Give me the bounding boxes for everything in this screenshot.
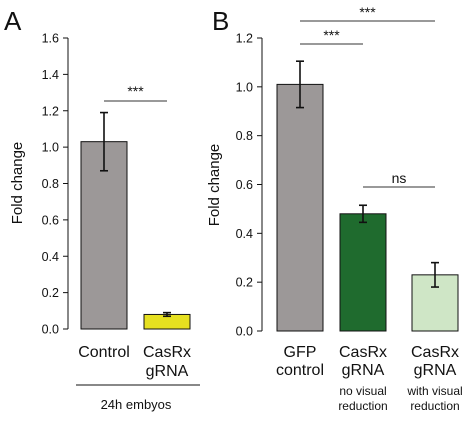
panel-a-y-axis-title: Fold change [9,142,26,225]
panel-a-ytick-label-0: 0.0 [42,323,59,337]
panel-a-ytick-label-8: 1.6 [42,32,59,46]
group-label: 24h embyos [101,397,172,412]
panel-b-bar-0 [276,83,324,332]
panel-b-category-label-1-0: CasRx [339,344,387,361]
panel-b-ytick-label-0: 0.0 [236,325,253,339]
panel-b-letter: B [212,6,229,36]
panel-b-ytick-label-1: 0.2 [236,276,253,290]
panel-a-bar-0 [80,141,128,330]
panel-b-category-sublabel-2-1: reduction [410,399,459,413]
panel-a-ytick-label-7: 1.4 [42,68,59,82]
panel-b-category-label-2-1: gRNA [414,362,457,379]
panel-b-category-sublabel-2-0: with visual [406,384,462,398]
panel-b-category-sublabel-1-1: reduction [338,399,387,413]
panel-b-significance-label-1: *** [359,4,376,20]
panel-a-significance-label-0: *** [127,83,144,99]
panel-b-ytick-label-3: 0.6 [236,178,253,192]
panel-b-ytick-label-2: 0.4 [236,227,253,241]
chart-a: 0.0 0.2 0.4 0.6 0.8 1.0 1.2 1.4 1.6 Fold change Co… [9,32,191,381]
panel-a-category-label-1-0: CasRx [143,344,191,361]
panel-a-ytick-label-4: 0.8 [42,177,59,191]
panel-a-ytick-label-5: 1.0 [42,141,59,155]
panel-a-ytick-label-3: 0.6 [42,213,59,227]
panel-b-bar-1 [339,213,387,332]
panel-a-letter: A [4,6,22,36]
panel-b-significance-label-0: *** [323,27,340,43]
panel-b-category-label-1-1: gRNA [342,362,385,379]
panel-b-category-sublabel-1-0: no visual [339,384,386,398]
panel-b-category-label-0-1: control [276,362,324,379]
panel-a-ytick-label-6: 1.2 [42,104,59,118]
panel-a-category-label-0-0: Control [78,344,130,361]
panel-a-ytick-label-1: 0.2 [42,286,59,300]
panel-b-ytick-label-5: 1.0 [236,80,253,94]
panel-a-ytick-label-2: 0.4 [42,250,59,264]
panel-a-category-label-1-1: gRNA [146,363,189,380]
panel-b-y-axis-title: Fold change [206,144,223,227]
panel-b-significance-label-2: ns [392,170,407,186]
panel-b-category-label-0-0: GFP [284,344,317,361]
panel-b-ytick-label-6: 1.2 [236,32,253,46]
panel-b-category-label-2-0: CasRx [411,344,459,361]
panel-b-ytick-label-4: 0.8 [236,129,253,143]
chart-b: 0.0 0.2 0.4 0.6 0.8 1.0 1.2 Fold change GFPcontr… [206,4,463,413]
